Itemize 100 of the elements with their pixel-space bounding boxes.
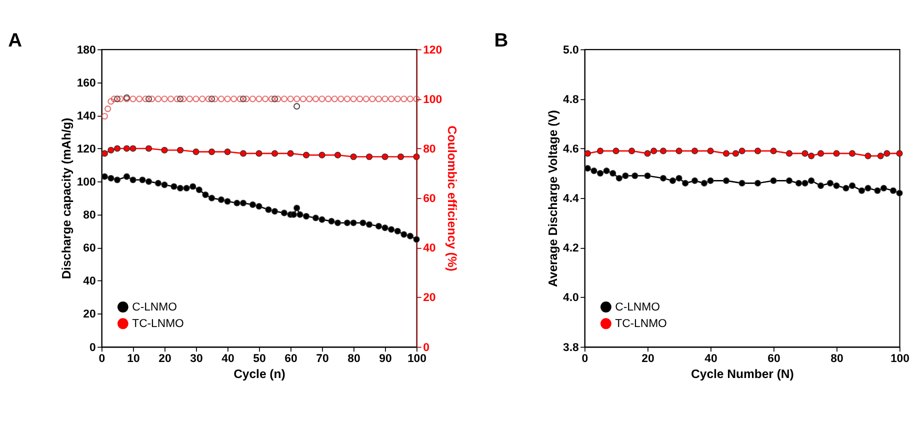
point [334, 220, 342, 226]
point [218, 196, 224, 203]
point [603, 168, 610, 174]
point [212, 96, 218, 102]
y-tick-label: 180 [76, 44, 96, 56]
point [205, 96, 212, 102]
point [375, 96, 382, 102]
point [294, 204, 300, 212]
point [287, 96, 294, 102]
point [101, 112, 108, 120]
point [249, 96, 256, 102]
point [104, 106, 112, 112]
point [833, 182, 840, 189]
point [864, 184, 872, 192]
x-tick-label: 70 [316, 353, 329, 366]
point [700, 180, 708, 186]
point [123, 173, 130, 180]
point [262, 96, 269, 102]
point [130, 96, 136, 102]
chart-title: A [8, 30, 22, 52]
x-tick-label: 10 [127, 353, 140, 366]
point [161, 96, 168, 102]
point [168, 96, 174, 102]
point [896, 190, 903, 196]
point [817, 182, 824, 189]
y-axis-title: Average Discharge Voltage (V) [546, 110, 560, 288]
point [650, 148, 658, 154]
point [256, 203, 262, 210]
point [240, 96, 247, 102]
point [754, 180, 762, 186]
point [328, 218, 335, 224]
point [707, 177, 714, 184]
x-tick-label: 100 [407, 353, 426, 366]
point [397, 153, 404, 160]
point [612, 148, 620, 154]
x-tick-label: 0 [98, 353, 106, 366]
point [306, 96, 313, 102]
y2-tick-label: 20 [423, 292, 436, 304]
point [880, 184, 888, 192]
point [145, 178, 152, 185]
y2-tick-label: 80 [423, 143, 436, 156]
point [877, 152, 884, 160]
point [350, 220, 357, 226]
point [848, 182, 856, 189]
point [382, 153, 388, 160]
point [108, 174, 114, 182]
y-tick-label: 140 [76, 110, 96, 122]
point [622, 172, 629, 180]
x-tick-label: 30 [190, 353, 203, 366]
point [864, 152, 872, 160]
y-tick-label: 0 [89, 342, 96, 354]
point [312, 96, 319, 102]
x-tick-label: 50 [253, 353, 266, 366]
point [101, 173, 108, 180]
point [786, 177, 793, 184]
point [786, 150, 793, 157]
point [722, 177, 730, 184]
legend-label: C-LNMO [615, 302, 660, 314]
point [350, 96, 357, 102]
point [208, 96, 216, 102]
x-axis-title: Cycle (n) [234, 366, 286, 381]
point [240, 200, 247, 206]
point [817, 150, 824, 157]
point [795, 180, 802, 186]
point [406, 232, 414, 240]
point [610, 170, 616, 177]
point [394, 96, 401, 102]
point [682, 180, 689, 186]
point [382, 96, 388, 102]
y2-tick-label: 0 [423, 342, 430, 354]
point [142, 96, 149, 102]
point [413, 96, 420, 102]
legend-label: TC-LNMO [132, 318, 184, 330]
y2-tick-label: 40 [423, 242, 436, 255]
point [190, 183, 196, 190]
point [130, 145, 136, 152]
y2-tick-label: 60 [423, 193, 436, 205]
point [243, 96, 250, 102]
point [842, 184, 850, 192]
point [108, 146, 114, 154]
point [676, 148, 682, 154]
y-tick-label: 40 [83, 276, 96, 288]
point [312, 214, 319, 222]
point [114, 145, 121, 152]
point [256, 150, 262, 157]
point [691, 148, 698, 154]
y-tick-label: 20 [83, 308, 96, 321]
point [400, 231, 408, 238]
point [240, 150, 247, 157]
point [145, 145, 152, 152]
y-tick-label: 4.2 [563, 242, 579, 255]
point [584, 150, 591, 157]
point [287, 150, 294, 157]
point [874, 187, 881, 194]
x-tick-label: 40 [222, 353, 234, 366]
point [136, 96, 143, 102]
point [738, 180, 746, 186]
point [176, 146, 184, 154]
point [271, 96, 278, 102]
point [224, 96, 231, 102]
